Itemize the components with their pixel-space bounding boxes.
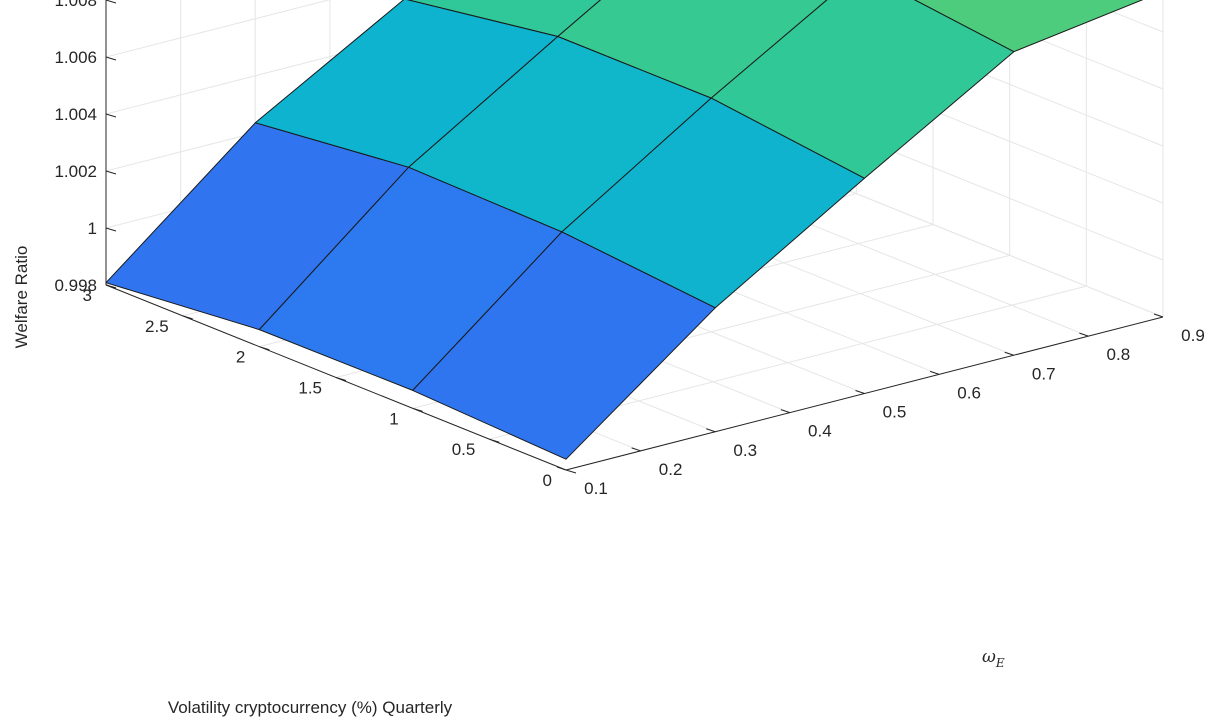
y-tick-label: 2 [236, 348, 245, 367]
x-tick-mark [855, 390, 865, 394]
y-tick-label: 0 [543, 471, 552, 490]
y-tick-mark [259, 346, 270, 351]
z-tick-mark [105, 0, 117, 4]
surface [105, 0, 1144, 460]
x-tick-mark [706, 428, 716, 433]
x-tick-mark [1153, 313, 1164, 318]
gridline [940, 0, 1164, 90]
x-tick-label: 0.9 [1181, 326, 1205, 345]
z-axis-label: Welfare Ratio [12, 246, 31, 349]
y-tick-label: 3 [83, 286, 92, 305]
x-tick-mark [1004, 351, 1014, 356]
surface-patch [412, 231, 716, 460]
x-tick-label: 0.3 [733, 441, 757, 460]
x-tick-mark [929, 370, 940, 375]
x-axis-label: ωE [982, 647, 1005, 670]
surface-patch [913, 0, 1144, 53]
y-tick-mark [182, 315, 193, 320]
x-tick-label: 0.7 [1032, 364, 1056, 383]
z-tick-mark [105, 284, 117, 289]
z-tick-mark [105, 56, 117, 61]
z-tick-label: 1 [88, 219, 97, 238]
y-tick-label: 1.5 [298, 379, 322, 398]
y-axis-label: Volatility cryptocurrency (%) Quarterly [168, 698, 453, 717]
tick-labels: 0.1 0.2 0.3 0.4 0.5 0.6 0.7 0.8 0.9 0 0.5 1 1.5 2 2.5 3… [54, 0, 1204, 498]
z-tick-label: 1.008 [54, 0, 97, 10]
x-tick-label: 0.6 [957, 383, 981, 402]
z-tick-label: 1.004 [54, 105, 97, 124]
x-tick-mark [780, 409, 791, 414]
x-tick-label: 0.1 [584, 479, 608, 498]
y-tick-mark [565, 469, 577, 474]
x-axis-label-subscript: E [995, 656, 1005, 670]
gridline [105, 0, 331, 58]
z-tick-label: 1.006 [54, 48, 97, 67]
y-tick-mark [489, 438, 500, 443]
z-tick-mark [105, 170, 117, 175]
axes [105, 0, 1164, 474]
z-tick-mark [105, 113, 117, 118]
z-tick-mark [105, 227, 117, 232]
y-tick-label: 1 [389, 409, 398, 428]
x-tick-label: 0.8 [1107, 345, 1131, 364]
z-tick-label: 0.998 [54, 276, 97, 295]
x-tick-label: 0.4 [808, 422, 832, 441]
x-tick-label: 0.5 [883, 403, 907, 422]
x-tick-label: 0.2 [659, 460, 683, 479]
x-tick-mark [1079, 332, 1089, 337]
y-tick-label: 0.5 [452, 440, 476, 459]
x-tick-mark [556, 466, 567, 471]
y-tick-mark [412, 407, 423, 412]
y-tick-label: 2.5 [145, 317, 169, 336]
y-tick-mark [335, 377, 347, 381]
x-tick-mark [631, 447, 641, 452]
z-tick-label: 1.002 [54, 162, 97, 181]
